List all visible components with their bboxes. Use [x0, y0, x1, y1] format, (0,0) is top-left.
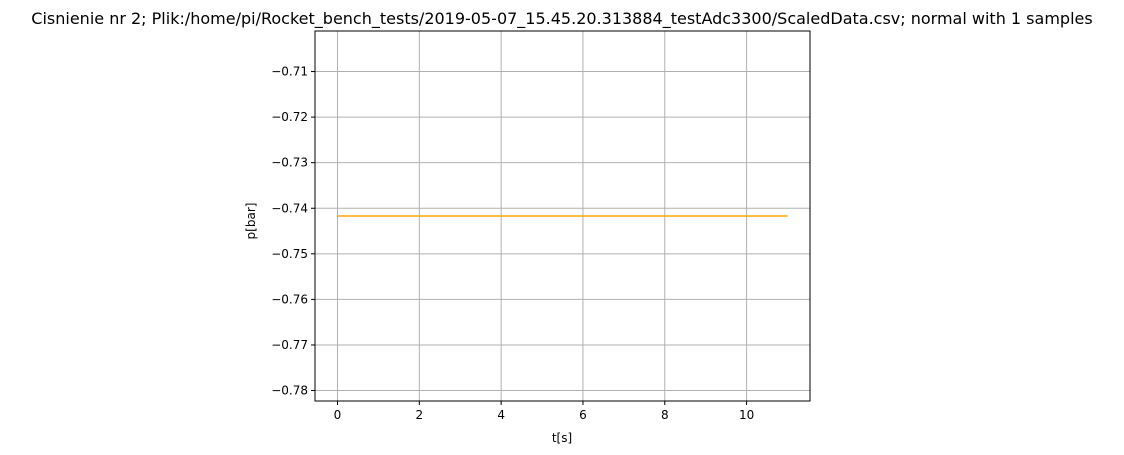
y-axis: −0.71 −0.72 −0.73 −0.74 −0.75 −0.76 −0.77 −0.78	[271, 65, 315, 398]
y-tick-label: −0.73	[271, 156, 308, 170]
y-tick-label: −0.71	[271, 65, 308, 79]
y-axis-label: p[bar]	[244, 203, 258, 240]
chart-title: Cisnienie nr 2; Plik:/home/pi/Rocket_ben…	[31, 9, 1092, 29]
x-tick-label: 8	[661, 408, 669, 422]
x-tick-label: 2	[415, 408, 423, 422]
x-tick-label: 4	[497, 408, 505, 422]
y-tick-label: −0.74	[271, 201, 308, 215]
y-tick-label: −0.75	[271, 247, 308, 261]
x-tick-label: 10	[739, 408, 754, 422]
plot-frame	[314, 30, 811, 402]
y-tick-label: −0.72	[271, 110, 308, 124]
x-axis: 0 2 4 6 8 10	[334, 401, 754, 422]
y-tick-label: −0.77	[271, 338, 308, 352]
x-axis-label: t[s]	[552, 431, 572, 445]
x-tick-label: 6	[579, 408, 587, 422]
y-tick-label: −0.78	[271, 384, 308, 398]
x-tick-label: 0	[334, 408, 342, 422]
y-tick-label: −0.76	[271, 292, 308, 306]
